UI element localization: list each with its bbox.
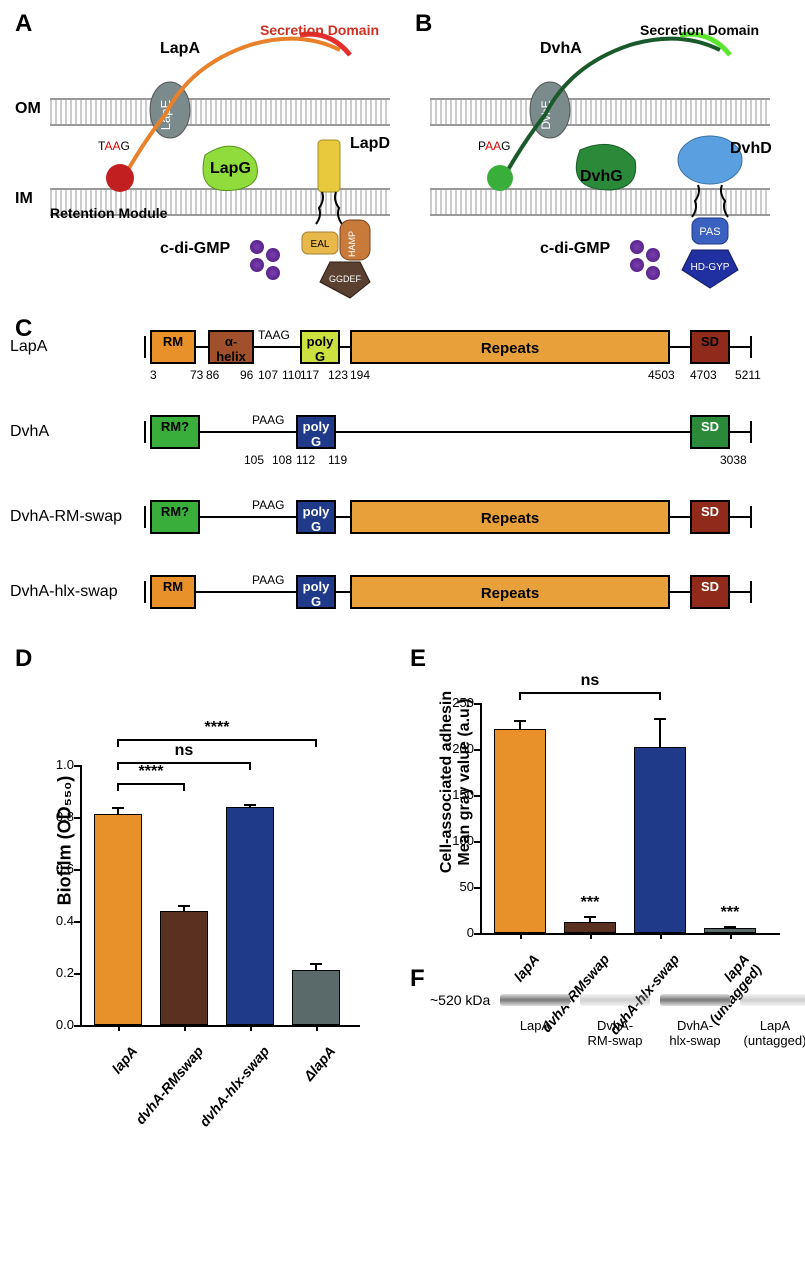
svg-text:EAL: EAL xyxy=(311,239,330,250)
blot-lane-label: DvhA-RM-swap xyxy=(575,1018,655,1048)
domain-box: polyG xyxy=(296,500,336,534)
domain-row: DvhARM?polyGSDPAAG1051081121193038 xyxy=(150,415,790,449)
domain-box: polyG xyxy=(296,415,336,449)
panelC: C LapARMα-helixpolyGRepeatsSDTAAG3738696… xyxy=(10,315,795,645)
chart-bar xyxy=(160,911,208,1025)
chart-D: Biofilm (OD₅₅₀) 0.00.20.40.60.81.0lapAdv… xyxy=(80,705,380,1045)
domain-box: Repeats xyxy=(350,575,670,609)
bottom-row: D E F Biofilm (OD₅₅₀) 0.00.20.40.60.81.0… xyxy=(10,645,795,1105)
panel-E-label: E xyxy=(410,645,426,673)
domain-row-name: DvhA xyxy=(10,423,49,441)
domain-box: polyG xyxy=(300,330,340,364)
panel-AB-row: A B OM IM LapE TAAG xyxy=(10,10,795,310)
domain-box: Repeats xyxy=(350,330,670,364)
dvhD-label: DvhD xyxy=(730,140,772,158)
chart-E: Cell-associated adhesin Mean gray value … xyxy=(480,673,800,973)
chart-bar xyxy=(634,747,686,933)
domain-box: RM? xyxy=(150,500,200,534)
dot xyxy=(266,248,280,262)
blot-band xyxy=(580,994,650,1006)
dot xyxy=(250,258,264,272)
blot-band xyxy=(660,994,730,1006)
lapD-label: LapD xyxy=(350,135,390,153)
svg-text:PAS: PAS xyxy=(699,226,720,238)
domain-box: RM? xyxy=(150,415,200,449)
domain-box: SD xyxy=(690,415,730,449)
domain-box: polyG xyxy=(296,575,336,609)
chart-bar xyxy=(226,807,274,1025)
cdigmp-A: c-di-GMP xyxy=(160,240,230,258)
dot xyxy=(250,240,264,254)
cdigmp-B: c-di-GMP xyxy=(540,240,610,258)
figure-root: A B OM IM LapE TAAG xyxy=(10,10,795,1105)
panelB-cartoon: DvhE PAAG PAS HD-GYP xyxy=(430,10,780,310)
dvhG-label: DvhG xyxy=(580,168,623,186)
domain-box: RM xyxy=(150,330,196,364)
domain-box: SD xyxy=(690,500,730,534)
panel-D-label: D xyxy=(15,645,32,673)
dvhA-name: DvhA xyxy=(540,40,582,58)
secretion-label-A: Secretion Domain xyxy=(260,22,379,38)
dot xyxy=(630,240,644,254)
mw-label: ~520 kDa xyxy=(430,992,490,1008)
chart-bar xyxy=(94,814,142,1025)
chart-bar xyxy=(292,970,340,1025)
dot xyxy=(630,258,644,272)
dot xyxy=(646,266,660,280)
blot-band xyxy=(500,994,570,1006)
blot-band xyxy=(740,994,805,1006)
domain-row: DvhA-RM-swapRM?polyGRepeatsSDPAAG xyxy=(150,500,790,534)
domain-box: RM xyxy=(150,575,196,609)
domain-row: LapARMα-helixpolyGRepeatsSDTAAG373869610… xyxy=(150,330,790,364)
svg-text:GGDEF: GGDEF xyxy=(329,274,362,284)
retention-label: Retention Module xyxy=(50,205,167,221)
blot-lane-label: LapA(untagged) xyxy=(735,1018,805,1048)
taag-text: TAAG xyxy=(98,139,130,153)
svg-text:PAAG: PAAG xyxy=(478,139,510,153)
blot-lane-label: LapA xyxy=(495,1018,575,1033)
om-label: OM xyxy=(15,100,41,118)
domain-row: DvhA-hlx-swapRMpolyGRepeatsSDPAAG xyxy=(150,575,790,609)
lapA-name: LapA xyxy=(160,40,200,58)
domain-row-name: LapA xyxy=(10,338,47,356)
chart-bar xyxy=(494,729,546,933)
im-label: IM xyxy=(15,190,33,208)
blot-lane-label: DvhA-hlx-swap xyxy=(655,1018,735,1048)
panel-F-label: F xyxy=(410,965,425,993)
dot xyxy=(266,266,280,280)
chart-bar xyxy=(564,922,616,933)
svg-text:HAMP: HAMP xyxy=(347,231,357,257)
domain-box: SD xyxy=(690,330,730,364)
domain-row-name: DvhA-hlx-swap xyxy=(10,583,118,601)
dot xyxy=(646,248,660,262)
domain-box: Repeats xyxy=(350,500,670,534)
panel-A-label: A xyxy=(15,10,32,38)
lapG-label: LapG xyxy=(210,160,251,178)
secretion-label-B: Secretion Domain xyxy=(640,22,759,38)
domain-box: α-helix xyxy=(208,330,254,364)
domain-row-name: DvhA-RM-swap xyxy=(10,508,122,526)
svg-text:HD-GYP: HD-GYP xyxy=(691,262,730,273)
domain-box: SD xyxy=(690,575,730,609)
